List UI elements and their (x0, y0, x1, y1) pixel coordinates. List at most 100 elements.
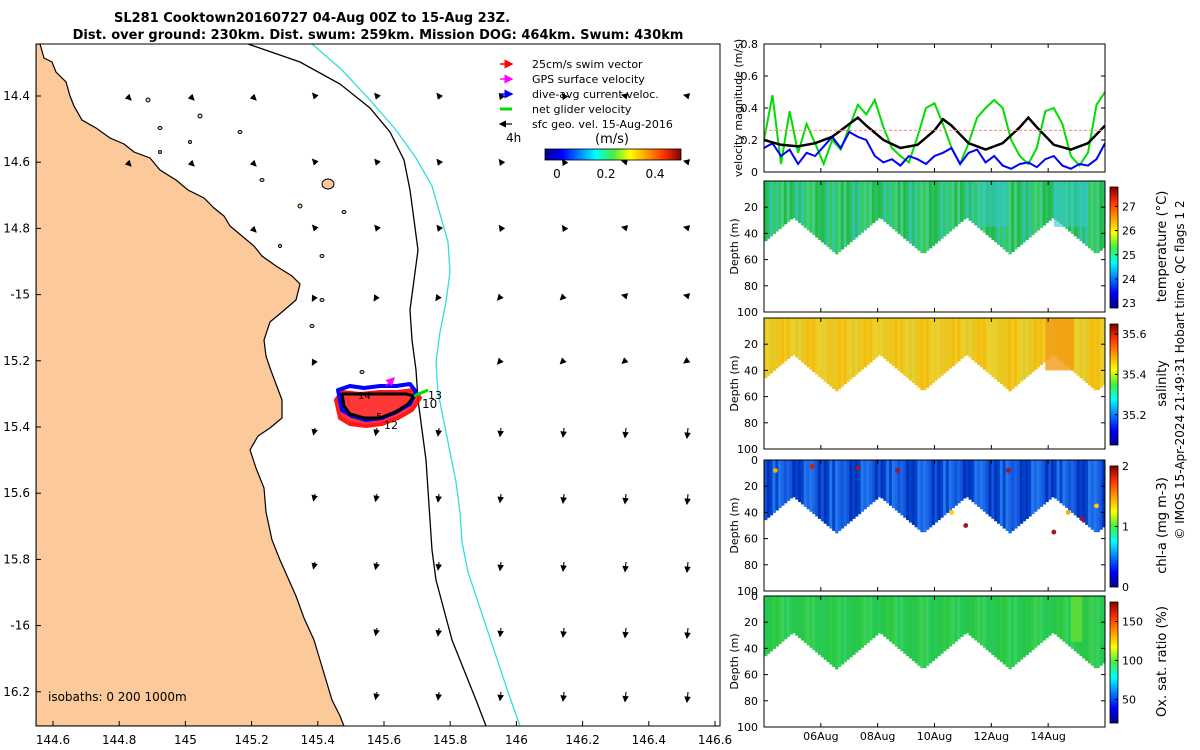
colorbar-tick: 150 (1122, 616, 1143, 629)
geo-arrow (373, 493, 380, 503)
colorbar-tick: 100 (1122, 655, 1143, 668)
map-panel: 13 10 12 14 5 144.6 144.8 145 145.2 145.4 145… (3, 43, 732, 747)
depth-tick: 0 (751, 454, 758, 467)
colorbar-tick: 23 (1122, 297, 1136, 310)
time-tick: 12Aug (974, 730, 1009, 743)
geo-arrow (560, 561, 567, 572)
track-label-13: 13 (428, 389, 442, 402)
map-x-tick: 145.8 (433, 733, 467, 747)
map-x-tick: 146.4 (632, 733, 666, 747)
geo-arrow (311, 294, 318, 302)
legend-swim: 25cm/s swim vector (532, 58, 643, 71)
geo-arrow (373, 627, 380, 637)
velocity-series-line (764, 91, 1105, 168)
depth-tick: 100 (737, 721, 758, 734)
geo-arrow (435, 493, 442, 503)
colorbar-tick: 24 (1122, 273, 1136, 286)
geo-arrow (622, 493, 629, 505)
map-y-tick: 15.6 (3, 486, 30, 500)
geo-arrow (187, 93, 195, 101)
geo-arrow (249, 159, 257, 167)
depth-tick: 40 (744, 506, 758, 519)
geo-arrow (682, 93, 691, 100)
colorbar-tick: 27 (1122, 200, 1136, 213)
geo-arrow (682, 159, 691, 166)
map-y-tick: -15 (10, 288, 30, 302)
time-axis: 06Aug 08Aug 10Aug 12Aug 14Aug (803, 44, 1066, 743)
depth-tick: 60 (744, 391, 758, 404)
depth-ylabel: Depth (m) (728, 355, 741, 411)
depth-tick: 40 (744, 364, 758, 377)
glider-track: 13 10 12 14 5 (334, 376, 442, 432)
time-tick: 14Aug (1030, 730, 1065, 743)
colorbar-tick: 2 (1122, 460, 1129, 473)
isobath-200m (247, 44, 487, 726)
colorbar-tick: 50 (1122, 694, 1136, 707)
geo-arrow (620, 225, 629, 232)
map-y-tick: 14.6 (3, 155, 30, 169)
geo-arrow (560, 493, 567, 504)
geo-arrow (373, 427, 380, 437)
depth-tick: 80 (744, 280, 758, 293)
depth-tick: 20 (744, 201, 758, 214)
colorbar-tick: 1 (1122, 521, 1129, 534)
map-legend: 25cm/s swim vector GPS surface velocity … (498, 58, 682, 181)
track-label-5: 5 (376, 412, 382, 423)
colorbar-tick-1: 0.2 (596, 167, 615, 181)
section-colorbar (1109, 601, 1119, 724)
colorbar-tick: 26 (1122, 225, 1136, 238)
time-tick: 08Aug (860, 730, 895, 743)
geo-arrow (684, 691, 691, 704)
geo-velocity-arrows (124, 92, 691, 704)
time-tick: 06Aug (803, 730, 838, 743)
colorbar-tick: 0 (1122, 581, 1129, 594)
geo-arrow (497, 493, 504, 504)
geo-arrow (311, 224, 319, 232)
depth-tick: 100 (737, 443, 758, 456)
geo-arrow (373, 691, 380, 701)
geo-arrow (498, 92, 506, 101)
geo-arrow (311, 561, 318, 570)
depth-tick: 40 (744, 227, 758, 240)
title-line1: SL281 Cooktown20160727 04-Aug 00Z to 15-… (114, 11, 510, 26)
geo-arrow (249, 225, 257, 233)
depth-tick: 100 (737, 585, 758, 598)
map-y-tick: 15.2 (3, 354, 30, 368)
geo-arrow (498, 224, 506, 233)
map-x-tick: 146.2 (565, 733, 599, 747)
colorbar-title: chl-a (mg m-3) (1155, 477, 1170, 574)
geo-arrow (496, 293, 504, 301)
title-line2: Dist. over ground: 230km. Dist. swum: 25… (73, 28, 684, 43)
map-x-tick: 146.6 (698, 733, 732, 747)
depth-ylabel: Depth (m) (728, 633, 741, 689)
colorbar-tick: 35.2 (1122, 409, 1147, 422)
colorbar-title: salinity (1155, 360, 1170, 407)
track-label-12: 12 (384, 419, 398, 432)
depth-tick: 100 (737, 306, 758, 319)
map-x-ticks: 144.6 144.8 145 145.2 145.4 145.6 145.8 146 146.… (36, 721, 732, 747)
geo-arrow (124, 159, 132, 167)
geo-arrow (622, 691, 629, 703)
section-panel-4: 0 20 40 60 80 100 Depth (m) 50 100 150 Ox. sat. ra… (728, 590, 1170, 734)
colorbar-tick: 35.4 (1122, 368, 1147, 381)
colorbar-label: (m/s) (595, 132, 629, 147)
geo-arrow (559, 293, 567, 301)
colorbar-tick: 25 (1122, 249, 1136, 262)
velocity-y-tick: 0 (751, 166, 758, 179)
geo-arrow (249, 93, 257, 101)
isobath-1000m (311, 44, 521, 726)
colorbar-title: temperature (°C) (1155, 191, 1170, 303)
geo-arrow (559, 357, 567, 365)
credit-text: © IMOS 15-Apr-2024 21:49:31 Hobart time.… (1173, 200, 1187, 539)
depth-ylabel: Depth (m) (728, 218, 741, 274)
legend-net: net glider velocity (532, 103, 632, 116)
geo-arrow (560, 627, 567, 638)
velocity-lines (764, 91, 1105, 170)
geo-arrow (560, 691, 567, 702)
depth-tick: 80 (744, 695, 758, 708)
map-x-tick: 145 (174, 733, 197, 747)
geo-arrow (497, 691, 504, 702)
geo-arrow (311, 158, 319, 166)
section-panel-3: 0 20 40 60 80 100 Depth (m) 0 1 2 chl-a (mg m-3) (728, 454, 1170, 598)
